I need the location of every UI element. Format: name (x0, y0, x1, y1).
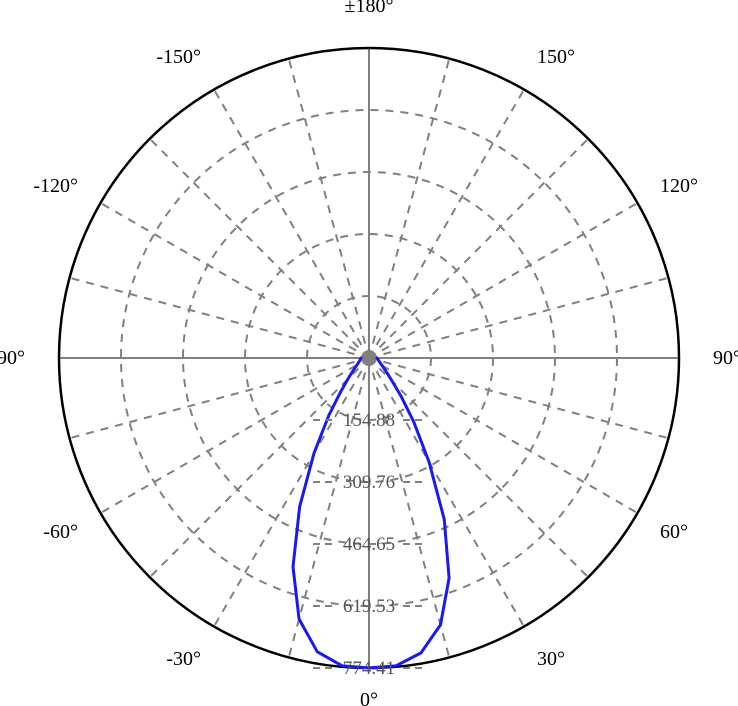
angle-label: 30° (537, 648, 565, 670)
polar-chart: 154.88 309.76 464.65 619.53 774.41 0° 30° 60° 90… (0, 0, 738, 706)
ring-label: 309.76 (343, 472, 395, 493)
angle-label: -150° (156, 46, 201, 68)
angle-label: -120° (33, 175, 78, 197)
ring-label: 464.65 (343, 534, 395, 555)
angle-label: 120° (660, 175, 698, 197)
ring-label: 774.41 (343, 658, 395, 679)
angle-label: 90° (713, 347, 738, 369)
angle-label: -90° (0, 347, 25, 369)
angle-label: 0° (360, 689, 378, 706)
ring-label: 154.88 (343, 410, 395, 431)
angle-label: 150° (537, 46, 575, 68)
ring-label: 619.53 (343, 596, 395, 617)
angle-label: 60° (660, 521, 688, 543)
angle-label: ±180° (345, 0, 394, 17)
angle-label: -60° (43, 521, 78, 543)
angle-label: -30° (166, 648, 201, 670)
